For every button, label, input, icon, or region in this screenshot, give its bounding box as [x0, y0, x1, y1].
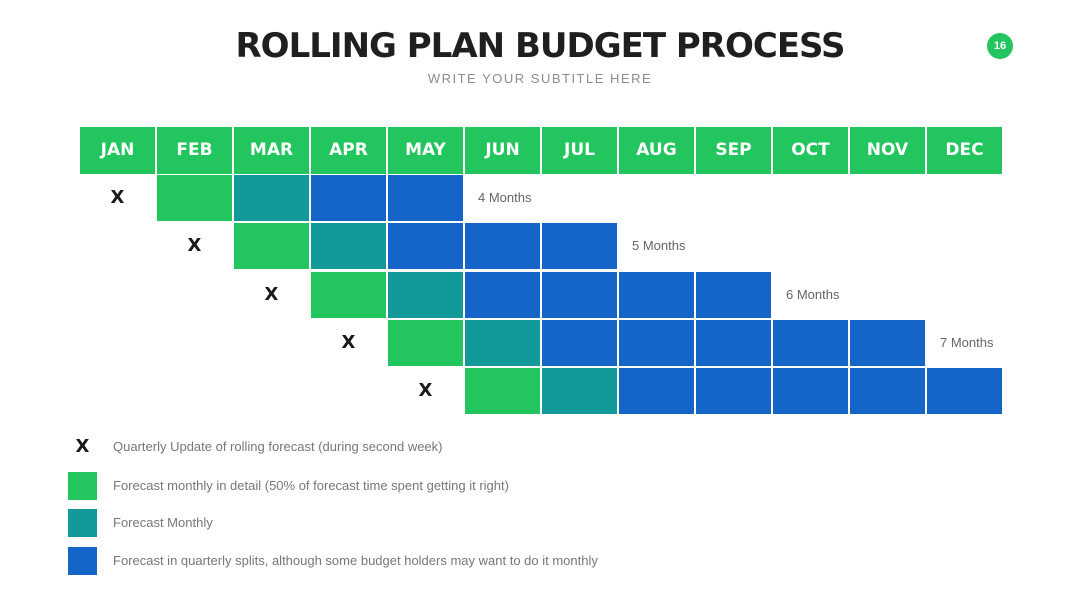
forecast-cell-green [388, 320, 463, 366]
page-title: ROLLING PLAN BUDGET PROCESS [235, 26, 846, 66]
month-header-sep: SEP [696, 127, 771, 174]
month-header-dec: DEC [927, 127, 1002, 174]
month-header-apr: APR [311, 127, 386, 174]
page-subtitle: WRITE YOUR SUBTITLE HERE [427, 71, 653, 86]
forecast-cell-blue [542, 320, 617, 366]
forecast-cell-teal [542, 368, 617, 414]
month-header-may: MAY [388, 127, 463, 174]
forecast-cell-blue [773, 368, 848, 414]
forecast-cell-blue [542, 272, 617, 318]
quarterly-update-marker: X [341, 332, 356, 353]
forecast-cell-blue [696, 320, 771, 366]
forecast-cell-blue [542, 223, 617, 269]
month-header-jul: JUL [542, 127, 617, 174]
forecast-cell-teal [388, 272, 463, 318]
month-header-oct: OCT [773, 127, 848, 174]
forecast-cell-blue [619, 320, 694, 366]
quarterly-update-marker: X [418, 380, 433, 401]
forecast-cell-blue [311, 175, 386, 221]
legend-text: Quarterly Update of rolling forecast (du… [113, 439, 443, 454]
row-duration-label: 6 Months [786, 287, 840, 302]
month-header-feb: FEB [157, 127, 232, 174]
legend-swatch-blue [68, 547, 97, 575]
row-duration-label: 7 Months [940, 335, 994, 350]
legend-text: Forecast monthly in detail (50% of forec… [113, 478, 509, 493]
forecast-cell-blue [696, 272, 771, 318]
month-header-jan: JAN [80, 127, 155, 174]
forecast-cell-green [311, 272, 386, 318]
forecast-cell-teal [311, 223, 386, 269]
forecast-cell-blue [619, 272, 694, 318]
forecast-cell-green [465, 368, 540, 414]
forecast-cell-blue [388, 223, 463, 269]
legend-swatch-teal [68, 509, 97, 537]
quarterly-update-marker: X [110, 187, 125, 208]
forecast-cell-blue [696, 368, 771, 414]
forecast-cell-blue [465, 223, 540, 269]
quarterly-update-marker: X [187, 235, 202, 256]
legend-swatch-green [68, 472, 97, 500]
forecast-cell-teal [465, 320, 540, 366]
forecast-cell-blue [850, 320, 925, 366]
row-duration-label: 4 Months [478, 190, 532, 205]
forecast-cell-blue [927, 368, 1002, 414]
forecast-cell-blue [388, 175, 463, 221]
quarterly-update-marker: X [264, 284, 279, 305]
page-number-badge: 16 [987, 33, 1013, 59]
forecast-cell-blue [619, 368, 694, 414]
month-header-mar: MAR [234, 127, 309, 174]
month-header-nov: NOV [850, 127, 925, 174]
month-header-jun: JUN [465, 127, 540, 174]
row-duration-label: 5 Months [632, 238, 686, 253]
legend-x-marker: X [75, 436, 90, 457]
forecast-cell-green [234, 223, 309, 269]
legend-text: Forecast Monthly [113, 515, 213, 530]
forecast-cell-green [157, 175, 232, 221]
forecast-cell-blue [850, 368, 925, 414]
legend-text: Forecast in quarterly splits, although s… [113, 553, 598, 568]
month-header-aug: AUG [619, 127, 694, 174]
forecast-cell-teal [234, 175, 309, 221]
forecast-cell-blue [773, 320, 848, 366]
forecast-cell-blue [465, 272, 540, 318]
